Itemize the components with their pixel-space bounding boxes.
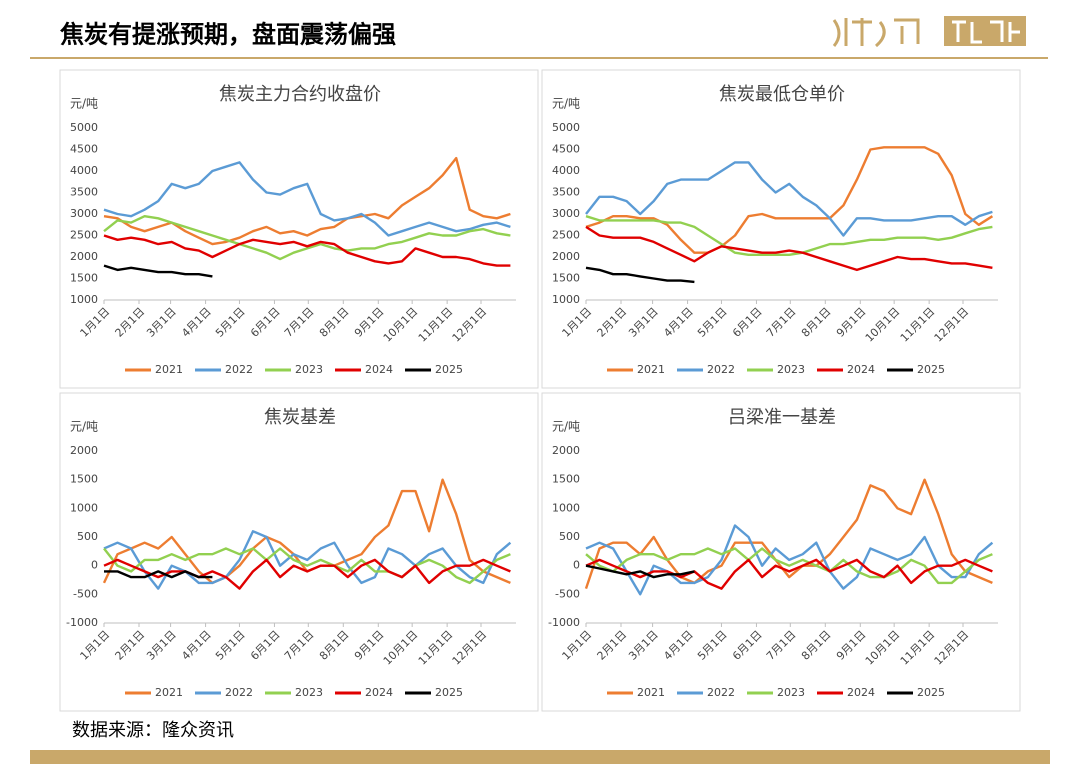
legend-label: 2022 (707, 686, 735, 699)
legend-label: 2021 (637, 363, 665, 376)
y-axis-label: 元/吨 (552, 97, 580, 111)
y-tick-label: 3000 (70, 207, 98, 220)
series-line (103, 547, 511, 585)
chart-title: 吕梁准一基差 (728, 407, 836, 428)
series-line (585, 558, 993, 590)
y-tick-label: 1500 (70, 473, 98, 486)
y-tick-label: 1000 (70, 501, 98, 514)
y-tick-label: 500 (77, 530, 98, 543)
y-tick-label: 2000 (552, 444, 580, 457)
series-line (585, 161, 993, 237)
y-tick-label: 500 (559, 530, 580, 543)
y-tick-label: 4500 (552, 143, 580, 156)
y-tick-label: 3000 (552, 207, 580, 220)
chart-title: 焦炭主力合约收盘价 (219, 84, 381, 105)
legend-label: 2025 (917, 686, 945, 699)
y-tick-label: 2000 (70, 444, 98, 457)
y-tick-label: 2500 (70, 229, 98, 242)
y-tick-label: 2000 (70, 250, 98, 263)
y-tick-label: 2000 (552, 250, 580, 263)
y-axis-label: 元/吨 (70, 97, 98, 111)
legend-label: 2022 (225, 363, 253, 376)
legend-label: 2022 (707, 363, 735, 376)
legend-label: 2024 (847, 363, 875, 376)
legend-label: 2024 (365, 363, 393, 376)
y-tick-label: 4500 (70, 143, 98, 156)
y-axis-label: 元/吨 (70, 420, 98, 434)
y-tick-label: 0 (573, 559, 580, 572)
series-line (103, 558, 511, 590)
logo (832, 16, 1026, 48)
chart-title: 焦炭最低仓单价 (719, 84, 845, 105)
panel-frame (541, 69, 1021, 389)
y-tick-label: 1000 (70, 293, 98, 306)
series-line (103, 234, 511, 267)
series-line (103, 264, 213, 278)
legend-label: 2021 (155, 363, 183, 376)
legend-label: 2023 (295, 363, 323, 376)
y-tick-label: 1500 (552, 473, 580, 486)
y-tick-label: 5000 (70, 121, 98, 134)
footer-bar (30, 750, 1050, 764)
panel-frame (59, 392, 539, 712)
series-line (585, 564, 695, 579)
series-line (103, 161, 511, 237)
legend-label: 2024 (847, 686, 875, 699)
y-tick-label: 3500 (70, 186, 98, 199)
legend-label: 2023 (777, 363, 805, 376)
series-line (585, 547, 993, 585)
legend-label: 2024 (365, 686, 393, 699)
y-tick-label: 5000 (552, 121, 580, 134)
legend-label: 2025 (917, 363, 945, 376)
series-line (585, 225, 993, 272)
legend-label: 2023 (777, 686, 805, 699)
y-tick-label: 1000 (552, 501, 580, 514)
chart-title: 焦炭基差 (264, 407, 336, 428)
legend-label: 2021 (637, 686, 665, 699)
y-tick-label: -500 (73, 587, 98, 600)
legend-label: 2025 (435, 686, 463, 699)
series-line (585, 146, 994, 254)
series-line (103, 215, 511, 261)
y-tick-label: -500 (555, 587, 580, 600)
y-tick-label: 1000 (552, 293, 580, 306)
y-tick-label: 1500 (552, 272, 580, 285)
source-note: 数据来源：隆众资讯 (72, 720, 234, 741)
y-tick-label: 0 (91, 559, 98, 572)
series-line (104, 570, 213, 579)
y-tick-label: 2500 (552, 229, 580, 242)
legend-label: 2025 (435, 363, 463, 376)
y-tick-label: 4000 (70, 164, 98, 177)
legend-label: 2022 (225, 686, 253, 699)
series-line (585, 266, 695, 284)
series-line (584, 478, 993, 589)
y-tick-label: 4000 (552, 164, 580, 177)
y-tick-label: -1000 (548, 616, 580, 629)
y-tick-label: 1500 (70, 272, 98, 285)
y-axis-label: 元/吨 (552, 420, 580, 434)
series-line (103, 530, 512, 590)
slide-title: 焦炭有提涨预期，盘面震荡偏强 (60, 20, 396, 49)
y-tick-label: -1000 (66, 616, 98, 629)
legend-label: 2023 (295, 686, 323, 699)
series-line (585, 215, 993, 256)
series-line (585, 524, 994, 596)
legend-label: 2021 (155, 686, 183, 699)
y-tick-label: 3500 (552, 186, 580, 199)
